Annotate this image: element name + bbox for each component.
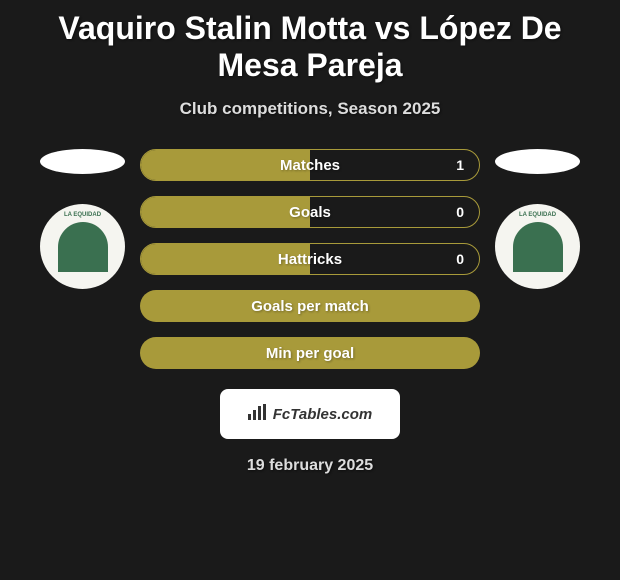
footer-date: 19 february 2025 (0, 457, 620, 475)
page-subtitle: Club competitions, Season 2025 (0, 99, 620, 119)
stat-bar-hattricks: Hattricks 0 (140, 243, 480, 275)
page-title: Vaquiro Stalin Motta vs López De Mesa Pa… (0, 10, 620, 84)
stat-label: Goals (289, 204, 331, 221)
chart-icon (248, 404, 268, 424)
badge-text: LA EQUIDAD (40, 212, 125, 218)
footer-logo-text: FcTables.com (273, 406, 372, 423)
footer-logo[interactable]: FcTables.com (220, 389, 400, 439)
stats-column: Matches 1 Goals 0 Hattricks 0 Goals per … (140, 149, 480, 369)
right-flag-icon (495, 149, 580, 174)
stat-bar-goals: Goals 0 (140, 196, 480, 228)
main-content: LA EQUIDAD Matches 1 Goals 0 Hattricks 0… (0, 149, 620, 369)
left-flag-icon (40, 149, 125, 174)
stat-label: Hattricks (278, 251, 342, 268)
left-column: LA EQUIDAD (40, 149, 125, 289)
stat-label: Min per goal (266, 345, 354, 362)
badge-text: LA EQUIDAD (495, 212, 580, 218)
stat-bar-goals-per-match: Goals per match (140, 290, 480, 322)
left-club-badge-icon: LA EQUIDAD (40, 204, 125, 289)
stat-value: 1 (456, 157, 464, 173)
stat-value: 0 (456, 251, 464, 267)
stat-bar-matches: Matches 1 (140, 149, 480, 181)
stat-bar-min-per-goal: Min per goal (140, 337, 480, 369)
stat-value: 0 (456, 204, 464, 220)
stat-label: Matches (280, 157, 340, 174)
right-club-badge-icon: LA EQUIDAD (495, 204, 580, 289)
stat-label: Goals per match (251, 298, 369, 315)
right-column: LA EQUIDAD (495, 149, 580, 289)
